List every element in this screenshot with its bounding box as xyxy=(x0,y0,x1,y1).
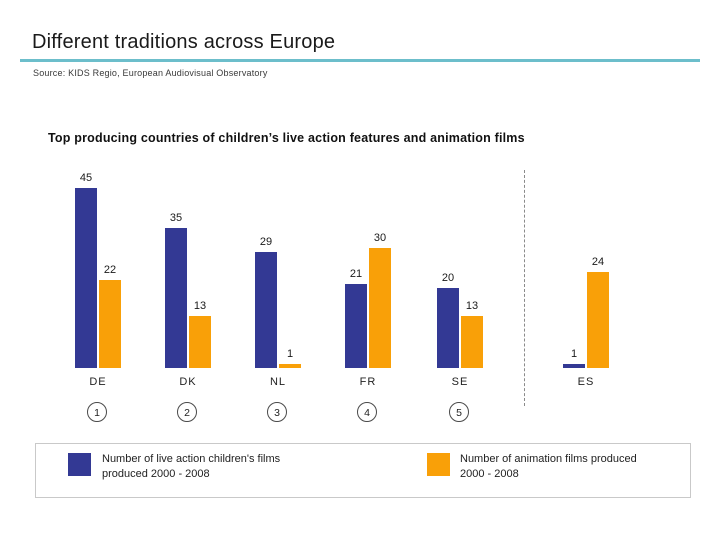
category-label: DK xyxy=(179,376,197,388)
legend-label-animation: Number of animation films produced 2000 … xyxy=(460,452,637,482)
region-divider-dashed xyxy=(524,170,525,406)
bar-live-action xyxy=(563,364,585,368)
category-number-badge: 4 xyxy=(357,402,377,422)
bar-value-label: 45 xyxy=(79,172,93,184)
source-note: Source: KIDS Regio, European Audiovisual… xyxy=(33,68,268,78)
bar-animation xyxy=(587,272,609,368)
bar-value-label: 13 xyxy=(465,300,479,312)
bar-live-action xyxy=(165,228,187,368)
bar-value-label: 13 xyxy=(193,300,207,312)
category-label: NL xyxy=(269,376,287,388)
bar-live-action xyxy=(255,252,277,368)
bar-animation xyxy=(461,316,483,368)
bar-value-label: 21 xyxy=(349,268,363,280)
bar-value-label: 1 xyxy=(286,348,294,360)
bar-value-label: 20 xyxy=(441,272,455,284)
category-label: SE xyxy=(451,376,469,388)
chart-title: Top producing countries of children’s li… xyxy=(48,131,525,145)
slide-title: Different traditions across Europe xyxy=(32,31,336,53)
legend-label-live-action: Number of live action children's films p… xyxy=(102,452,280,482)
category-label: ES xyxy=(577,376,595,388)
bar-value-label: 1 xyxy=(570,348,578,360)
bar-value-label: 24 xyxy=(591,256,605,268)
legend-label-line: 2000 - 2008 xyxy=(460,468,519,480)
legend-swatch-live-action xyxy=(68,453,91,476)
legend-label-line: Number of animation films produced xyxy=(460,453,637,465)
bar-animation xyxy=(189,316,211,368)
category-label: FR xyxy=(359,376,377,388)
category-label: DE xyxy=(89,376,107,388)
bar-animation xyxy=(369,248,391,368)
category-number-badge: 2 xyxy=(177,402,197,422)
bar-animation xyxy=(279,364,301,368)
legend-label-line: produced 2000 - 2008 xyxy=(102,468,210,480)
legend-label-line: Number of live action children's films xyxy=(102,453,281,465)
category-number-badge: 1 xyxy=(87,402,107,422)
bar-value-label: 29 xyxy=(259,236,273,248)
category-number-badge: 5 xyxy=(449,402,469,422)
title-divider xyxy=(20,59,700,62)
category-number-badge: 3 xyxy=(267,402,287,422)
bar-value-label: 30 xyxy=(373,232,387,244)
legend: Number of live action children's films p… xyxy=(35,443,691,498)
bar-value-label: 22 xyxy=(103,264,117,276)
bar-live-action xyxy=(75,188,97,368)
bar-value-label: 35 xyxy=(169,212,183,224)
bar-live-action xyxy=(437,288,459,368)
bar-animation xyxy=(99,280,121,368)
bar-live-action xyxy=(345,284,367,368)
legend-swatch-animation xyxy=(427,453,450,476)
